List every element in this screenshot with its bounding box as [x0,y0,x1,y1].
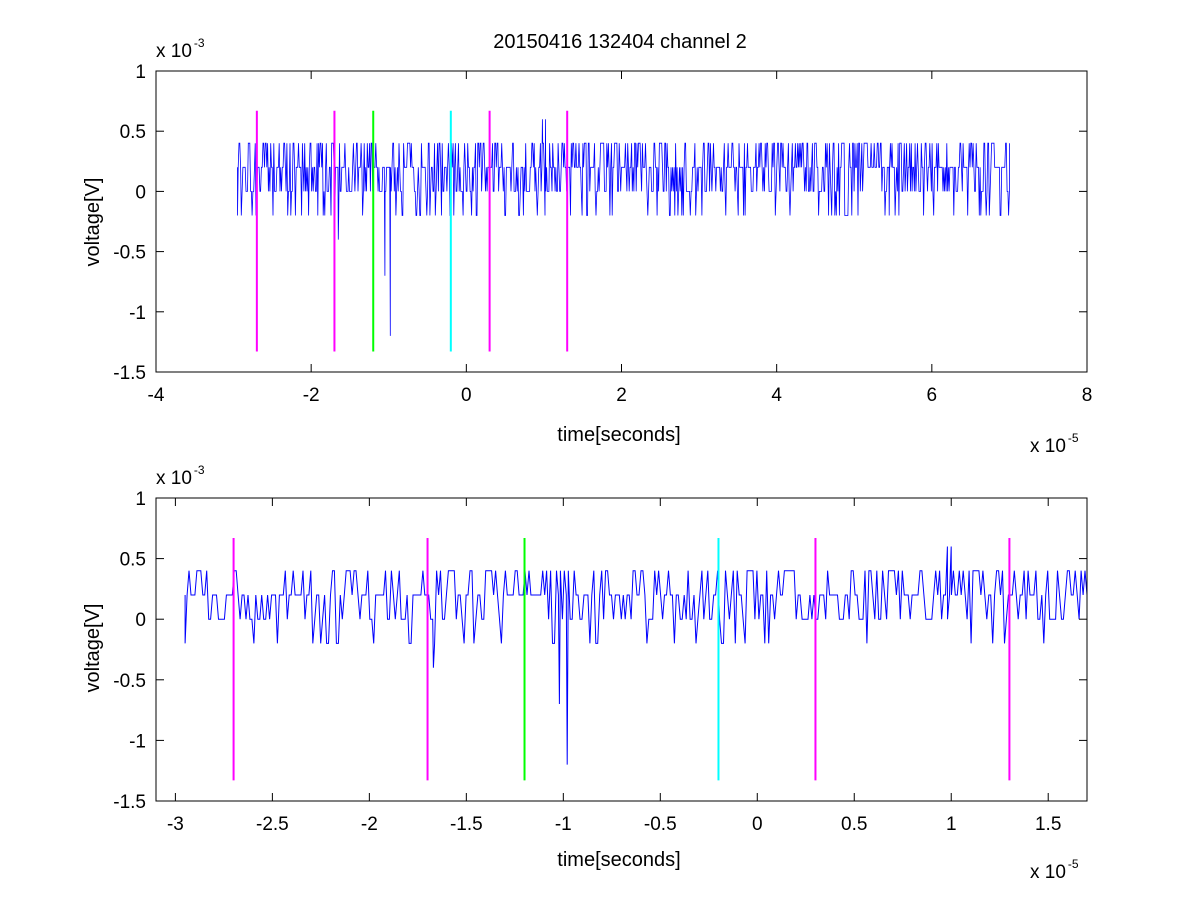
bottom-plot-y-scale-base: x 10 [156,468,192,489]
top-plot: -4 -2 0 2 4 6 8 -1.5-1-0.500.51 time[seconds] … [82,36,1092,457]
top-plot-x-ticks: -4 -2 0 2 4 6 8 [148,71,1093,406]
bottom-plot-x-tick-label: 1 [946,814,957,835]
bottom-plot-x-tick-label: 0 [752,814,763,835]
top-plot-y-tick-label: -1 [129,303,146,324]
top-plot-x-tick-label: 0 [461,385,472,406]
top-plot-signal-line [237,119,1010,336]
bottom-plot-y-scale: x 10 -3 [156,463,205,489]
bottom-plot-y-scale-exponent: -3 [194,463,205,477]
bottom-plot-x-scale-exponent: -5 [1068,857,1079,871]
bottom-plot-y-label: voltage[V] [82,604,104,693]
bottom-plot-x-tick-label: -1.5 [450,814,483,835]
top-plot-y-tick-label: 0.5 [120,122,146,143]
bottom-plot-y-tick-label: -1.5 [113,792,146,813]
top-plot-x-tick-label: -2 [303,385,320,406]
bottom-plot-x-tick-label: -2 [361,814,378,835]
top-plot-x-tick-label: 4 [771,385,782,406]
top-plot-y-scale-exponent: -3 [194,36,205,50]
top-plot-x-tick-label: 2 [616,385,627,406]
top-plot-y-tick-label: 1 [135,62,146,83]
bottom-plot: -3 -2.5 -2 -1.5 -1 -0.5 0 0.5 1 1.5 -1.5 -1 -0.5 0 0.… [82,463,1088,883]
top-plot-x-scale-exponent: -5 [1068,431,1079,445]
top-plot-y-tick-label: -1.5 [113,363,146,384]
bottom-plot-x-tick-label: 1.5 [1035,814,1061,835]
bottom-plot-signal-line [184,546,1088,765]
top-plot-y-label: voltage[V] [82,178,104,267]
top-plot-y-tick-label: 0 [135,182,146,203]
bottom-plot-x-scale-base: x 10 [1030,862,1066,883]
bottom-plot-x-tick-label: -1 [555,814,572,835]
bottom-plot-y-tick-label: -0.5 [113,671,146,692]
bottom-plot-y-tick-label: 0 [135,610,146,631]
top-plot-y-scale-base: x 10 [156,41,192,62]
bottom-plot-y-tick-label: 0.5 [120,550,146,571]
bottom-plot-x-label: time[seconds] [557,849,680,871]
bottom-plot-x-tick-label: -3 [167,814,184,835]
top-plot-x-tick-label: 8 [1082,385,1093,406]
top-plot-x-tick-label: 6 [927,385,938,406]
bottom-plot-y-tick-label: 1 [135,489,146,510]
top-plot-y-scale: x 10 -3 [156,36,205,62]
top-plot-x-scale: x 10 -5 [1030,431,1079,457]
top-plot-y-ticks: -1.5 -1 -0.5 0 0.5 1 [113,62,1087,384]
bottom-plot-x-ticks: -3 -2.5 -2 -1.5 -1 -0.5 0 0.5 1 1.5 [167,498,1061,835]
top-plot-x-label: time[seconds] [557,424,680,446]
bottom-plot-axes-box [155,497,1088,802]
bottom-plot-x-scale: x 10 -5 [1030,857,1079,883]
top-plot-y-tick-label: -0.5 [113,243,146,264]
bottom-plot-x-tick-label: 0.5 [841,814,867,835]
bottom-plot-x-tick-label: -2.5 [256,814,289,835]
top-plot-x-scale-base: x 10 [1030,436,1066,457]
figure-title: 20150416 132404 channel 2 [493,31,747,53]
bottom-plot-y-tick-label: -1 [129,731,146,752]
top-plot-x-tick-label: -4 [148,385,165,406]
bottom-plot-y-ticks: -1.5 -1 -0.5 0 0.5 1 [113,489,1087,813]
bottom-plot-x-tick-label: -0.5 [644,814,677,835]
